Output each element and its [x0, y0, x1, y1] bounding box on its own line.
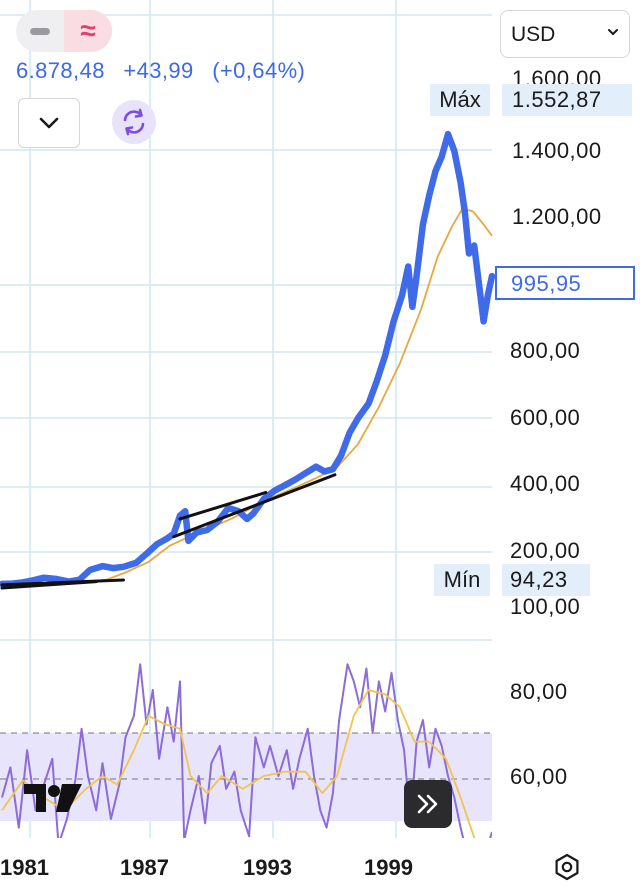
- hexagon-settings-icon: [555, 853, 579, 881]
- chevron-down-icon: [39, 117, 59, 129]
- rsi-axis-label: 80,00: [510, 679, 568, 704]
- moving-average-line: [85, 207, 493, 583]
- time-axis-label: 1999: [364, 855, 413, 880]
- rsi-moving-average-line: [1, 689, 476, 838]
- indicator-toggle-group: ≈: [16, 10, 112, 52]
- refresh-icon: [123, 108, 145, 136]
- time-axis-label: 1987: [120, 855, 169, 880]
- tradingview-logo-icon[interactable]: [22, 778, 86, 818]
- min-label: Mín: [434, 564, 490, 596]
- collapse-dropdown-button[interactable]: [18, 98, 80, 148]
- time-axis-background: [0, 838, 640, 895]
- scroll-to-latest-button[interactable]: [404, 780, 452, 828]
- time-axis-label: 1981: [0, 855, 49, 880]
- price-change: +43,99: [123, 58, 194, 83]
- current-price-tag: 995,95: [495, 266, 635, 300]
- trendline: [178, 490, 268, 521]
- chart-settings-button[interactable]: [553, 853, 581, 881]
- min-value: 94,23: [502, 564, 590, 596]
- currency-label: USD: [511, 23, 556, 46]
- price-change-percent: (+0,64%): [212, 58, 306, 83]
- minus-icon[interactable]: [16, 10, 64, 52]
- rsi-axis-label: 60,00: [510, 764, 568, 789]
- max-label: Máx: [430, 84, 490, 116]
- price-axis-label: 1.400,00: [512, 138, 602, 163]
- chevron-down-icon: [608, 29, 618, 35]
- price-axis-label: 400,00: [510, 471, 580, 496]
- price-line: [0, 130, 496, 588]
- approx-wave-icon[interactable]: ≈: [64, 10, 112, 52]
- refresh-button[interactable]: [112, 100, 156, 144]
- price-axis-label: 200,00: [510, 538, 580, 563]
- quote-line: 6.878,48 +43,99 (+0,64%): [16, 58, 317, 84]
- last-price: 6.878,48: [16, 58, 105, 83]
- price-axis-label: 1.200,00: [512, 204, 602, 229]
- price-axis-label: 600,00: [510, 405, 580, 430]
- price-axis-label: 800,00: [510, 338, 580, 363]
- currency-select[interactable]: USD: [500, 10, 630, 58]
- time-axis-label: 1993: [243, 855, 292, 880]
- max-value: 1.552,87: [502, 84, 632, 116]
- trendline: [172, 473, 337, 539]
- trendline: [0, 578, 125, 587]
- double-chevron-right-icon: [417, 794, 438, 814]
- rsi-line: [1, 663, 492, 838]
- price-axis-label: 100,00: [510, 594, 580, 619]
